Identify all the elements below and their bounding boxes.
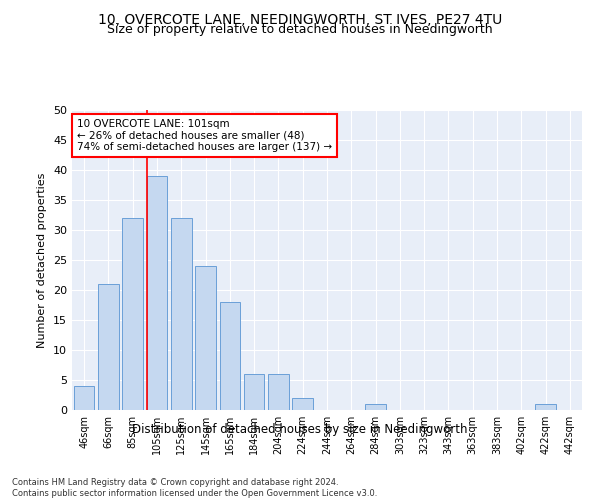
Bar — [268, 374, 289, 410]
Text: Distribution of detached houses by size in Needingworth: Distribution of detached houses by size … — [132, 422, 468, 436]
Text: Contains HM Land Registry data © Crown copyright and database right 2024.
Contai: Contains HM Land Registry data © Crown c… — [12, 478, 377, 498]
Bar — [535, 404, 556, 410]
Bar — [122, 218, 143, 410]
Text: 10 OVERCOTE LANE: 101sqm
← 26% of detached houses are smaller (48)
74% of semi-d: 10 OVERCOTE LANE: 101sqm ← 26% of detach… — [77, 119, 332, 152]
Bar — [98, 284, 119, 410]
Text: 10, OVERCOTE LANE, NEEDINGWORTH, ST IVES, PE27 4TU: 10, OVERCOTE LANE, NEEDINGWORTH, ST IVES… — [98, 12, 502, 26]
Text: Size of property relative to detached houses in Needingworth: Size of property relative to detached ho… — [107, 22, 493, 36]
Bar — [244, 374, 265, 410]
Bar — [74, 386, 94, 410]
Bar — [292, 398, 313, 410]
Bar — [171, 218, 191, 410]
Bar — [220, 302, 240, 410]
Bar — [146, 176, 167, 410]
Y-axis label: Number of detached properties: Number of detached properties — [37, 172, 47, 348]
Bar — [195, 266, 216, 410]
Bar — [365, 404, 386, 410]
